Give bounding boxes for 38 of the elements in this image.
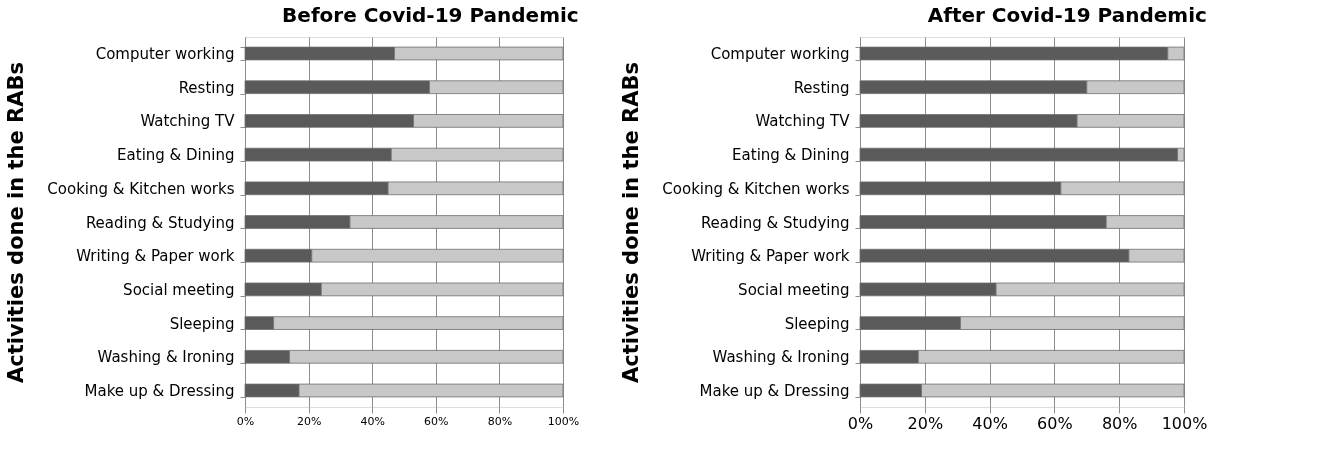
y-tick-label: Social meeting xyxy=(738,280,850,299)
y-tick-label: Sleeping xyxy=(169,314,235,333)
y-tick-label: Watching TV xyxy=(755,112,851,131)
x-tick-label: 40% xyxy=(972,413,1008,433)
chart-title: Before Covid-19 Pandemic xyxy=(282,3,579,27)
y-tick-label: Washing & Ironing xyxy=(712,348,850,367)
y-axis-title: Activities done in the RABs xyxy=(619,61,644,384)
y-tick-label: Washing & Ironing xyxy=(97,348,235,367)
x-tick-label: 40% xyxy=(360,414,385,428)
y-tick-label: Resting xyxy=(793,78,850,97)
y-tick-label: Make up & Dressing xyxy=(699,381,850,400)
y-tick-label: Reading & Studying xyxy=(700,213,850,232)
y-tick-label: Make up & Dressing xyxy=(84,381,235,400)
y-tick-label: Computer working xyxy=(710,45,850,64)
x-tick-label: 60% xyxy=(424,414,449,428)
y-tick-label: Reading & Studying xyxy=(85,213,235,232)
y-tick-label: Watching TV xyxy=(140,112,236,131)
y-tick-label: Eating & Dining xyxy=(117,146,235,165)
y-tick-label: Writing & Paper work xyxy=(691,247,850,266)
y-tick-label: Social meeting xyxy=(123,280,235,299)
y-tick-label: Cooking & Kitchen works xyxy=(662,179,850,198)
x-tick-label: 20% xyxy=(907,413,944,433)
y-tick-label: Sleeping xyxy=(784,314,850,333)
x-tick-label: 80% xyxy=(487,414,513,428)
y-tick-label: Writing & Paper work xyxy=(76,247,235,266)
y-tick-label: Eating & Dining xyxy=(732,146,850,165)
x-tick-label: 20% xyxy=(296,414,322,428)
y-tick-label: Cooking & Kitchen works xyxy=(47,179,235,198)
x-tick-label: 80% xyxy=(1101,413,1138,433)
x-tick-label: 100% xyxy=(547,414,580,428)
y-tick-label: Computer working xyxy=(95,45,235,64)
y-axis-title: Activities done in the RABs xyxy=(4,61,29,384)
y-tick-label: Resting xyxy=(178,78,235,97)
x-tick-label: 100% xyxy=(1161,413,1208,433)
x-tick-label: 0% xyxy=(847,413,874,433)
chart-title: After Covid-19 Pandemic xyxy=(927,3,1207,27)
x-tick-label: 60% xyxy=(1037,413,1073,433)
x-tick-label: 0% xyxy=(236,414,255,428)
